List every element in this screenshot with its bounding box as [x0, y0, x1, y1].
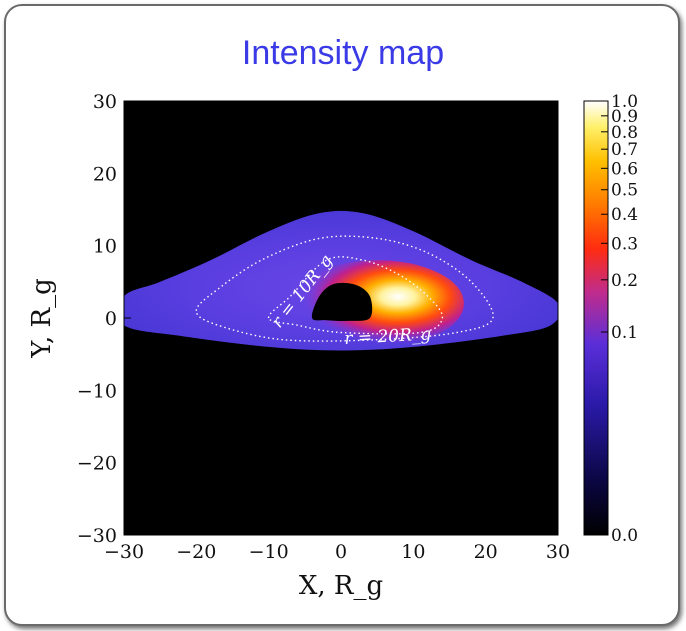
x-tick-label: 0	[335, 541, 347, 563]
colorbar-tick-label: 1.0	[611, 92, 638, 112]
colorbar-tick-label: 0.1	[611, 323, 638, 343]
hot-spot	[290, 260, 464, 347]
y-tick-label: 0	[105, 308, 117, 330]
y-tick-label: 10	[93, 236, 117, 258]
contour-line-1	[268, 256, 444, 335]
y-tick-label: −30	[77, 525, 117, 547]
contour-label-20rg: r = 20R_g	[344, 325, 432, 350]
x-tick-label: 30	[546, 541, 570, 563]
y-tick-label: 30	[93, 91, 117, 113]
colorbar-tick-label: 0.9	[611, 107, 638, 127]
colorbar-tick-label: 0.2	[611, 271, 638, 291]
x-tick-label: −10	[249, 541, 289, 563]
colorbar	[583, 100, 609, 536]
colorbar-tick-label: 0.4	[611, 205, 638, 225]
x-tick-label: −30	[104, 541, 144, 563]
colorbar-tick-label: 0.7	[611, 140, 638, 160]
x-axis-label: X, R_g	[299, 571, 383, 601]
x-tick-label: 10	[401, 541, 425, 563]
colorbar-tick-label: 0.0	[611, 526, 638, 546]
colorbar-tick-label: 0.5	[611, 181, 638, 201]
y-tick-label: 20	[93, 163, 117, 185]
contour-line-2	[195, 235, 494, 342]
x-tick-label: 20	[474, 541, 498, 563]
y-tick-label: −10	[77, 380, 117, 402]
colorbar-tick-label: 0.8	[611, 123, 638, 143]
chart-title: Intensity map	[241, 34, 445, 72]
colorbar-tick-label: 0.3	[611, 234, 638, 254]
y-axis-label: Y, R_g	[27, 278, 57, 359]
colorbar-tick-label: 0.6	[611, 159, 638, 179]
x-tick-label: −20	[176, 541, 216, 563]
y-tick-label: −20	[77, 453, 117, 475]
black-hole-shadow	[311, 282, 373, 322]
